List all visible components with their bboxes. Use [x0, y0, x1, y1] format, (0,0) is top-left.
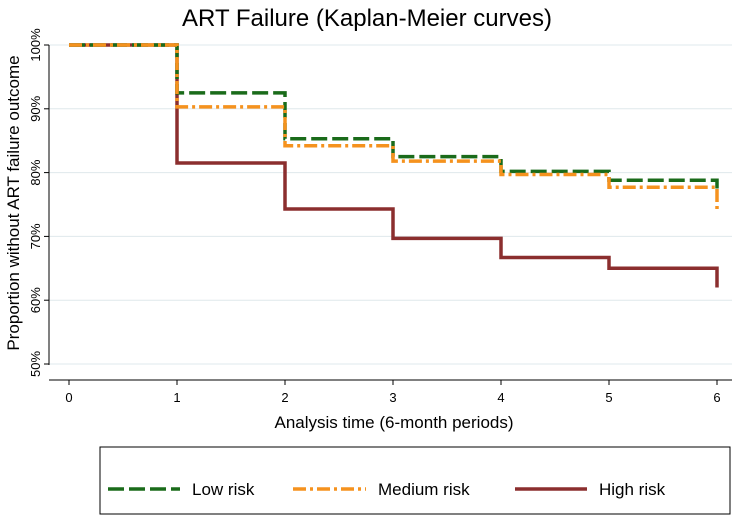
y-tick-label: 60% [28, 287, 43, 313]
x-tick-label: 0 [65, 390, 72, 405]
y-axis-ticks: 50% 60% 70% 80% 90% 100% [28, 28, 49, 377]
legend-label: Low risk [192, 480, 255, 499]
chart-title: ART Failure (Kaplan-Meier curves) [182, 5, 552, 32]
series-line-high-risk [69, 43, 719, 288]
grid-lines [49, 44, 732, 365]
y-tick-label: 90% [28, 95, 43, 121]
x-tick-label: 3 [389, 390, 396, 405]
legend-label: High risk [599, 480, 666, 499]
x-axis-ticks: 0 1 2 3 4 5 6 [65, 380, 721, 405]
x-tick-label: 6 [713, 390, 720, 405]
legend-label: Medium risk [378, 480, 470, 499]
y-tick-label: 50% [28, 351, 43, 377]
y-tick-label: 100% [28, 28, 43, 62]
legend-box [99, 446, 731, 515]
legend: Low risk Medium risk High risk [108, 480, 666, 499]
x-axis-title: Analysis time (6-month periods) [274, 413, 513, 432]
series-lines [69, 43, 719, 288]
series-line-medium-risk [69, 43, 719, 211]
y-tick-label: 80% [28, 159, 43, 185]
x-tick-label: 4 [497, 390, 504, 405]
y-axis-title: Proportion without ART failure outcome [4, 55, 23, 350]
series-line-low-risk [69, 43, 719, 189]
x-tick-label: 2 [281, 390, 288, 405]
x-tick-label: 5 [605, 390, 612, 405]
y-tick-label: 70% [28, 223, 43, 249]
x-tick-label: 1 [173, 390, 180, 405]
